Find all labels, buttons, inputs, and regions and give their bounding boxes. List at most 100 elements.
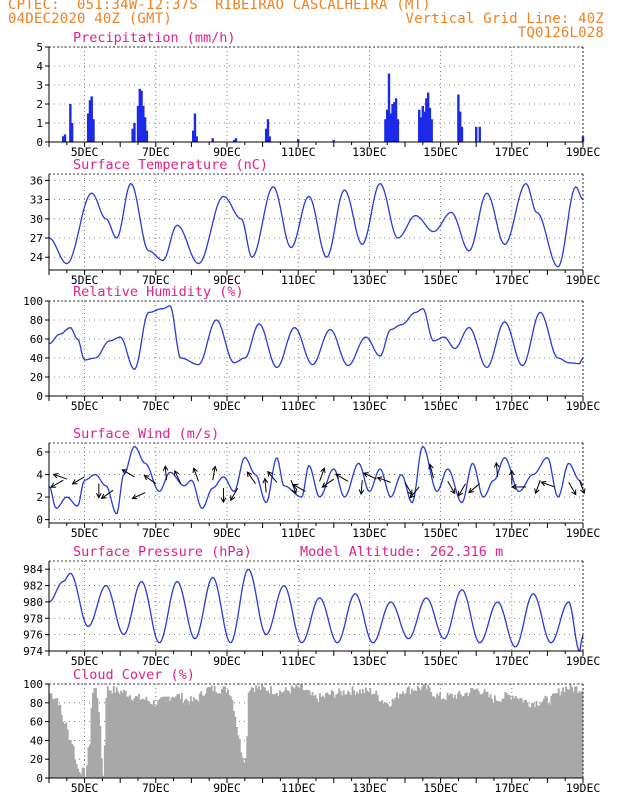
pres-xtick-label: 15DEC <box>423 654 458 668</box>
wind-vector-head <box>358 489 365 496</box>
precip-bar <box>266 119 270 142</box>
cloud-bar <box>413 690 416 778</box>
precip-bar <box>234 138 238 142</box>
cloud-bar <box>439 692 441 778</box>
pres-xtick-label: 19DEC <box>566 654 601 668</box>
cloud-bar <box>379 701 382 778</box>
rh-xtick-label: 15DEC <box>423 399 458 413</box>
cloud-bar <box>271 694 274 778</box>
precip-bar <box>393 102 396 142</box>
wind-vector <box>164 466 167 481</box>
wind-vector <box>429 464 434 479</box>
cloud-bar <box>400 694 403 778</box>
cloud-bar <box>452 697 455 778</box>
cloud-bar <box>511 695 514 778</box>
cloud-bar <box>75 763 78 778</box>
cloud-bar <box>268 693 271 778</box>
cloud-bar <box>191 701 194 778</box>
rh-panel: Relative Humidity (%) 0 20 40 60 80 100 5DEC 7DE… <box>23 284 600 413</box>
cloud-bar <box>66 729 69 778</box>
cloud-bar <box>339 691 342 778</box>
cloud-ytick-label: 0 <box>36 772 43 785</box>
cloud-bar <box>450 694 453 778</box>
precip-bar <box>133 123 136 142</box>
cloud-panel: Cloud Cover (%) 0 20 40 60 80 100 5DEC 7DEC 9DEC 1… <box>23 667 600 795</box>
cloud-bar <box>240 752 243 778</box>
wind-vector <box>132 492 146 499</box>
temp-ytick-label: 27 <box>30 232 43 245</box>
cloud-bar <box>121 692 124 778</box>
cloud-bar <box>74 759 77 778</box>
precip-bar <box>478 126 481 142</box>
cloud-bar <box>105 697 108 778</box>
temp-ytick-label: 33 <box>30 194 43 207</box>
wind-ytick-label: 0 <box>36 514 43 527</box>
cloud-bar <box>270 686 272 778</box>
precip-ytick-label: 2 <box>36 98 43 111</box>
cloud-bar <box>364 687 367 778</box>
cloud-bar <box>195 699 198 778</box>
wind-vector <box>292 484 306 492</box>
rh-title: Relative Humidity (%) <box>73 284 244 300</box>
cloud-xtick-label: 5DEC <box>71 781 99 795</box>
cloud-bar <box>514 695 517 778</box>
cloud-bar <box>185 698 188 778</box>
cloud-bar <box>495 700 498 778</box>
cloud-bar <box>344 694 347 778</box>
cloud-bar <box>304 690 307 778</box>
cloud-bar <box>442 698 444 778</box>
wind-vector <box>458 483 466 496</box>
precip-bar <box>426 92 430 142</box>
cloud-bar <box>298 688 301 778</box>
cloud-bar <box>568 689 571 778</box>
cloud-bar <box>53 699 56 778</box>
cloud-bar <box>545 696 548 778</box>
cloud-bar <box>296 686 299 778</box>
cloud-bar <box>382 703 385 778</box>
cloud-bar <box>272 694 275 778</box>
cloud-bar <box>333 697 336 778</box>
cloud-bar <box>117 691 120 778</box>
cloud-bar <box>492 702 495 778</box>
cloud-xtick-label: 7DEC <box>142 781 170 795</box>
cloud-bar <box>388 707 391 778</box>
wind-xtick-label: 17DEC <box>494 526 529 540</box>
cloud-bar <box>252 687 255 778</box>
precip-xtick-label: 13DEC <box>352 145 387 159</box>
wind-panel: Surface Wind (m/s) 0 2 4 6 5DEC 7DEC 9DEC 11DEC 1… <box>36 426 600 540</box>
precip-bar <box>191 130 195 142</box>
cloud-bar <box>387 704 390 778</box>
wind-vector-head <box>409 492 416 499</box>
cloud-bar <box>225 692 228 778</box>
precip-ytick-label: 3 <box>36 79 43 92</box>
wind-vector-head <box>457 490 464 497</box>
precip-bar <box>145 130 149 142</box>
cloud-bar <box>120 690 123 778</box>
cloud-bar <box>409 693 412 778</box>
wind-vector <box>193 467 199 482</box>
pres-ytick-label: 978 <box>23 612 43 625</box>
cloud-bar <box>192 697 195 778</box>
precip-bar <box>428 107 432 142</box>
cloud-bar <box>310 695 312 778</box>
wind-vector <box>578 480 585 494</box>
wind-vector <box>319 467 325 482</box>
cloud-bar <box>219 693 222 778</box>
cloud-xtick-label: 13DEC <box>352 781 387 795</box>
cloud-bar <box>305 689 308 778</box>
cloud-bar <box>577 693 579 778</box>
rh-ytick-label: 20 <box>30 371 43 384</box>
cloud-bar <box>526 702 529 778</box>
cloud-bar <box>145 696 148 778</box>
wind-vector <box>377 477 391 483</box>
wind-vector <box>535 480 541 494</box>
wind-vector-head <box>230 495 236 502</box>
cloud-bar <box>557 688 560 778</box>
wind-vector <box>568 482 577 495</box>
wind-vector-head <box>291 488 298 495</box>
cloud-bar <box>148 701 151 778</box>
wind-vector <box>409 486 420 498</box>
cloud-ytick-label: 100 <box>23 678 43 691</box>
temp-xtick-label: 17DEC <box>494 273 529 287</box>
cloud-bar <box>494 695 496 778</box>
